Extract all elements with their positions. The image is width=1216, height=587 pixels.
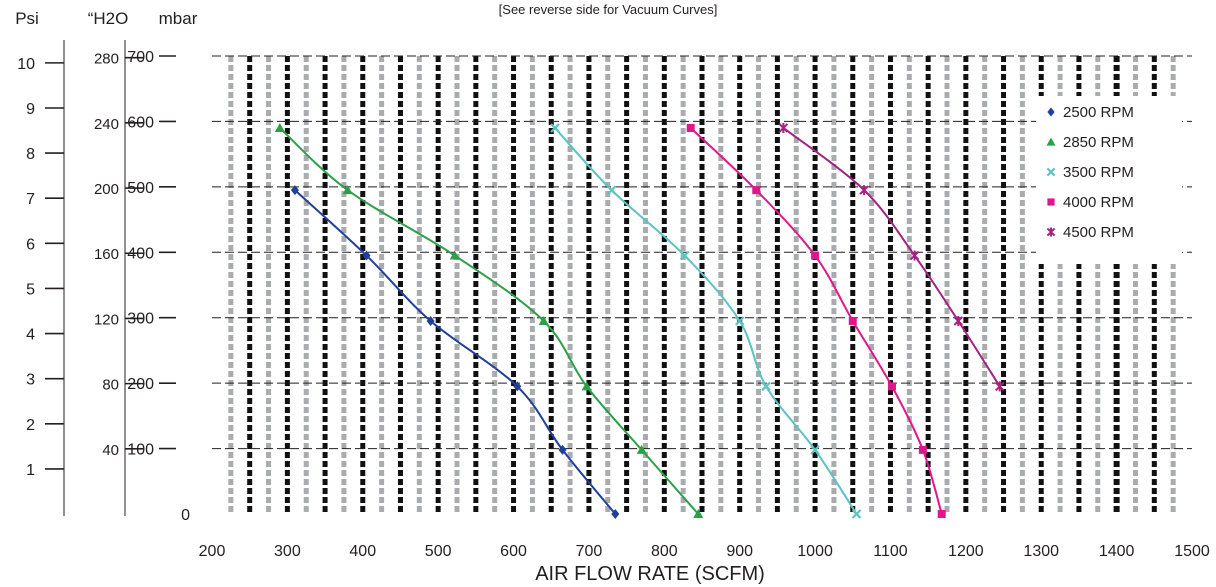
y-axis-label-psi: Psi [15,9,39,28]
x-tick-label: 1400 [1099,543,1135,560]
psi-tick-label: 8 [26,146,35,163]
marker-diamond [1047,107,1055,117]
y-axis-label-inches-h2o: “H2O [88,9,129,28]
marker-x [761,381,771,392]
marker-triangle [538,315,549,325]
x-tick-label: 1000 [797,543,833,560]
series-2500-rpm [290,185,620,519]
marker-square [752,186,761,195]
chart-legend: 2500 RPM 2850 RPM 3500 RPM 4000 RPM 4500 RPM [1036,96,1182,264]
h2o-tick-label: 80 [102,377,119,394]
marker-x [1046,167,1056,177]
marker-square [811,251,820,260]
psi-tick-label: 4 [26,327,35,344]
marker-square [937,510,946,518]
marker-square [887,382,896,391]
series-curve [294,189,617,515]
psi-tick-label: 2 [26,417,35,434]
legend-entry-label: 4000 RPM [1063,194,1134,211]
marker-square [918,445,927,454]
series-4000-rpm [686,123,946,518]
marker-asterisk [953,315,964,326]
y-tick-label: 200 [127,376,154,393]
x-tick-label: 900 [726,543,753,560]
marker-triangle [274,122,285,132]
h2o-tick-label: 40 [102,442,119,459]
psi-tick-label: 10 [17,56,35,73]
marker-x [851,509,862,519]
marker-triangle [636,444,647,454]
psi-tick-label: 3 [26,372,35,389]
x-tick-label: 500 [425,543,452,560]
series-3500-rpm [550,123,862,519]
marker-asterisk [859,185,869,196]
marker-triangle [581,381,592,391]
h2o-tick-label: 120 [94,311,119,328]
marker-diamond [513,381,522,392]
marker-diamond [426,315,435,326]
chart-grid [212,55,1192,514]
marker-asterisk [1046,227,1056,237]
h2o-tick-label: 160 [94,246,119,263]
chart-note: [See reverse side for Vacuum Curves] [499,2,718,17]
marker-square [1047,198,1055,206]
marker-square [848,316,857,325]
marker-diamond [362,250,371,261]
h2o-tick-label: 200 [94,181,119,198]
x-tick-label: 600 [500,543,527,560]
h2o-tick-label: 240 [94,116,119,133]
psi-tick-label: 9 [26,101,35,118]
marker-x [734,316,745,326]
psi-tick-label: 6 [26,236,35,253]
marker-asterisk [995,381,1005,392]
marker-x [550,123,560,133]
legend-entry-label: 2850 RPM [1063,134,1134,151]
psi-tick-label: 5 [26,281,35,298]
x-tick-label: 300 [274,543,301,560]
series-2850-rpm [274,122,704,518]
y-axis-label-mbar: mbar [159,9,198,28]
marker-triangle [342,185,353,195]
x-tick-label: 400 [349,543,376,560]
marker-diamond [290,185,299,196]
marker-x [679,250,690,261]
x-tick-label: 800 [651,543,678,560]
psi-tick-label: 1 [26,462,35,479]
marker-x [810,445,820,455]
psi-tick-label: 7 [26,191,35,208]
legend-entry-label: 4500 RPM [1063,224,1134,241]
legend-entry-label: 3500 RPM [1063,164,1134,181]
x-tick-label: 1200 [948,543,984,560]
marker-triangle [1046,137,1056,146]
y-tick-label: 100 [127,442,154,459]
x-tick-label: 700 [576,543,603,560]
marker-square [686,123,695,132]
marker-diamond [611,509,620,519]
marker-asterisk [909,250,920,261]
x-tick-label: 1500 [1174,543,1210,560]
series-4500-rpm [778,122,1005,392]
x-tick-label: 1100 [873,543,908,560]
x-axis-label: AIR FLOW RATE (SCFM) [535,563,765,585]
h2o-tick-label: 280 [94,51,119,68]
marker-x [606,185,617,195]
marker-diamond [558,444,567,455]
marker-asterisk [778,122,789,133]
y-tick-label: 0 [181,507,190,524]
marker-triangle [449,250,460,260]
legend-entry-label: 2500 RPM [1063,104,1134,121]
x-tick-label: 1300 [1023,543,1059,560]
legend-box [1036,96,1182,264]
chart-series [274,122,1005,519]
x-tick-label: 200 [199,543,226,560]
marker-triangle [693,509,704,518]
